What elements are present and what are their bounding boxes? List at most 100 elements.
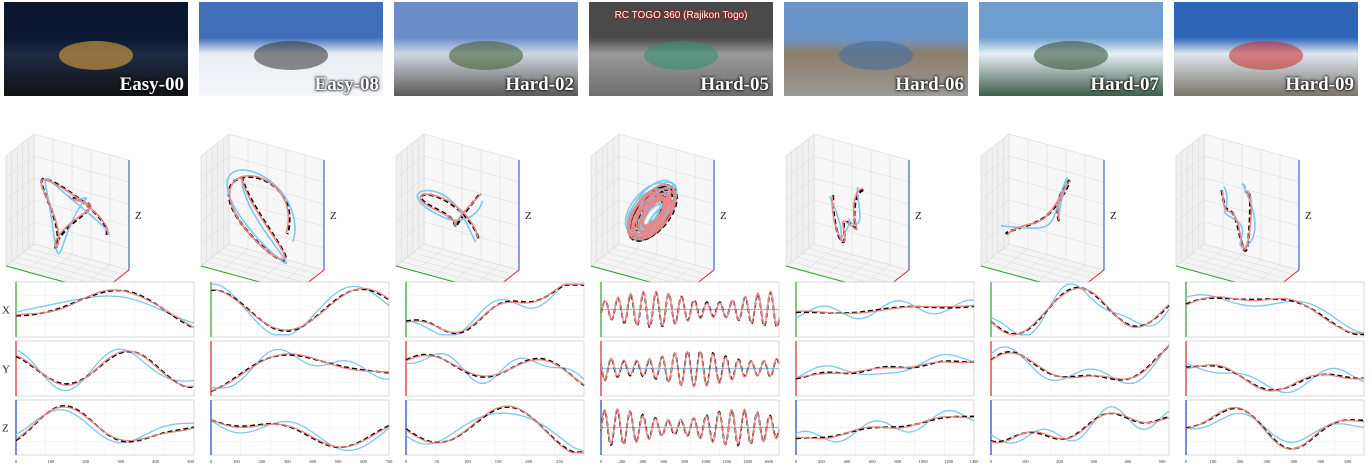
x-tick-label: 500 xyxy=(335,459,343,464)
x-tick-label: 250 xyxy=(556,459,564,464)
grid-line xyxy=(228,221,325,249)
x-tick-label: 200 xyxy=(619,459,627,464)
grid-line xyxy=(1008,177,1105,205)
grid-line xyxy=(414,249,444,272)
x-tick-label: 400 xyxy=(1291,459,1299,464)
method-a-trajectory xyxy=(228,174,290,261)
grid-line xyxy=(647,259,677,282)
grid-line xyxy=(1198,248,1294,275)
sequence-label: Hard-07 xyxy=(1090,74,1159,95)
x-tick-label: 700 xyxy=(386,459,394,464)
grid-line xyxy=(607,252,703,280)
axis-timeseries-panel: 0 100 200 300 400 500 600 xyxy=(1185,399,1365,464)
grid-line xyxy=(22,252,118,280)
z-axis-label: Z xyxy=(1305,210,1312,222)
method-a-trajectory xyxy=(419,193,482,238)
axis-timeseries-panel: 0 100 200 300 400 500 xyxy=(15,399,195,464)
method-a-series xyxy=(1185,364,1365,392)
grid-line xyxy=(602,256,698,284)
grid-line xyxy=(999,249,1029,272)
grid-line xyxy=(1203,155,1300,183)
cube-wall-side xyxy=(980,133,1010,267)
grid-line xyxy=(200,155,230,179)
axis-timeseries-panel xyxy=(1185,340,1365,397)
ground-truth-series xyxy=(210,353,390,393)
method-a-series xyxy=(405,354,585,386)
grid-line xyxy=(1175,177,1205,201)
x-tick-label: 400 xyxy=(1125,459,1133,464)
grid-line xyxy=(1175,221,1205,245)
x-tick-label: 600 xyxy=(660,459,668,464)
grid-line xyxy=(1175,155,1205,179)
grid-line xyxy=(813,155,910,183)
method-a-series xyxy=(405,405,584,454)
x-tick-label: 1200 xyxy=(722,459,732,464)
scene-shape xyxy=(839,41,913,70)
grid-line xyxy=(609,249,639,272)
method-a-series xyxy=(210,353,390,392)
x-tick-label: 0 xyxy=(1185,459,1188,464)
x-tick-label: 1200 xyxy=(944,459,954,464)
method-b-series xyxy=(15,295,195,324)
axis-timeseries-panel xyxy=(600,340,780,397)
method-a-series xyxy=(15,350,195,388)
axis-timeseries-panel: 0 200 400 600 800 1000 1200 1400 1600 xyxy=(600,399,780,464)
cube-wall-side xyxy=(1175,133,1205,267)
x-tick-label: 100 xyxy=(48,459,56,464)
x-tick-label: 0 xyxy=(795,459,798,464)
grid-line xyxy=(808,248,904,275)
axis-timeseries-panel xyxy=(405,340,585,397)
z-axis-label: Z xyxy=(1110,210,1117,222)
sequence-label: Hard-05 xyxy=(700,74,769,95)
x-tick-label: 200 xyxy=(258,459,266,464)
grid-line xyxy=(1037,259,1067,282)
x-tick-label: 150 xyxy=(495,459,503,464)
method-b-series xyxy=(210,419,390,452)
grid-line xyxy=(823,254,853,277)
z-axis-label: Z xyxy=(720,210,727,222)
grid-line xyxy=(407,256,503,284)
grid-line xyxy=(200,221,230,245)
axis-timeseries-panel: 0 100 200 300 400 500 600 700 xyxy=(210,399,394,464)
method-a-series xyxy=(1185,406,1365,450)
z-axis-label: Z xyxy=(330,210,337,222)
grid-line xyxy=(1194,249,1224,272)
cube-wall-side xyxy=(5,133,35,267)
grid-line xyxy=(842,259,872,282)
grid-line xyxy=(228,155,325,183)
grid-line xyxy=(423,199,520,227)
grid-line xyxy=(200,177,230,201)
grid-line xyxy=(1018,254,1048,277)
method-a-series xyxy=(795,360,975,379)
grid-line xyxy=(590,199,620,223)
grid-line xyxy=(785,177,815,201)
method-b-series xyxy=(1185,412,1365,443)
grid-line xyxy=(1192,252,1288,280)
x-tick-label: 400 xyxy=(309,459,317,464)
ground-truth-series xyxy=(1186,364,1365,392)
grid-line xyxy=(5,155,35,179)
z-axis-label: Z xyxy=(135,210,142,222)
grid-line xyxy=(797,256,893,284)
cube-wall-side xyxy=(395,133,425,267)
x-tick-label: 500 xyxy=(187,459,195,464)
sequence-label: Hard-06 xyxy=(895,74,964,95)
axis-timeseries-panel xyxy=(405,281,585,338)
method-b-series xyxy=(795,353,975,379)
grid-line xyxy=(200,199,230,223)
grid-line xyxy=(395,177,425,201)
x-tick-label: 500 xyxy=(1317,459,1325,464)
cube-wall-side xyxy=(200,133,230,267)
grid-line xyxy=(423,177,520,205)
grid-line xyxy=(412,252,508,280)
x-tick-label: 400 xyxy=(843,459,851,464)
grid-line xyxy=(433,254,463,277)
ground-truth-series xyxy=(210,288,390,332)
x-tick-label: 300 xyxy=(1090,459,1098,464)
sequence-thumbnail: Hard-06 xyxy=(784,2,968,96)
grid-line xyxy=(1203,177,1300,205)
grid-line xyxy=(257,259,287,282)
x-tick-label: 0 xyxy=(210,459,213,464)
